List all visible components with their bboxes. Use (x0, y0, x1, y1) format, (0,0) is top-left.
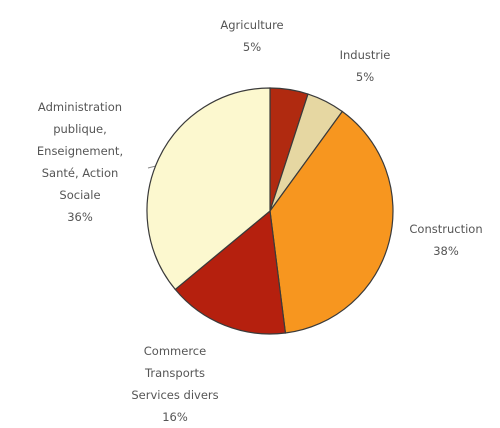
category-name: Industrie (339, 48, 391, 62)
pie-slice (269, 110, 394, 334)
category-name: Commerce Transports Services divers (131, 344, 219, 402)
category-name: Construction (409, 222, 483, 236)
pie-slice (174, 209, 287, 335)
slice-label: Agriculture 5% (220, 14, 283, 58)
value-label: 5% (355, 70, 375, 84)
slice-label: Administration publique, Enseignement, S… (37, 96, 123, 228)
slice-label: Construction 38% (409, 218, 482, 262)
value-label: 38% (433, 244, 459, 258)
pie-slice (146, 87, 271, 291)
slice-label: Commerce Transports Services divers 16% (131, 340, 218, 428)
value-label: 16% (162, 410, 188, 424)
category-name: Agriculture (220, 18, 284, 32)
category-name: Administration publique, Enseignement, S… (36, 100, 124, 202)
value-label: 5% (242, 40, 262, 54)
slice-label: Industrie 5% (340, 44, 391, 88)
value-label: 36% (67, 210, 93, 224)
